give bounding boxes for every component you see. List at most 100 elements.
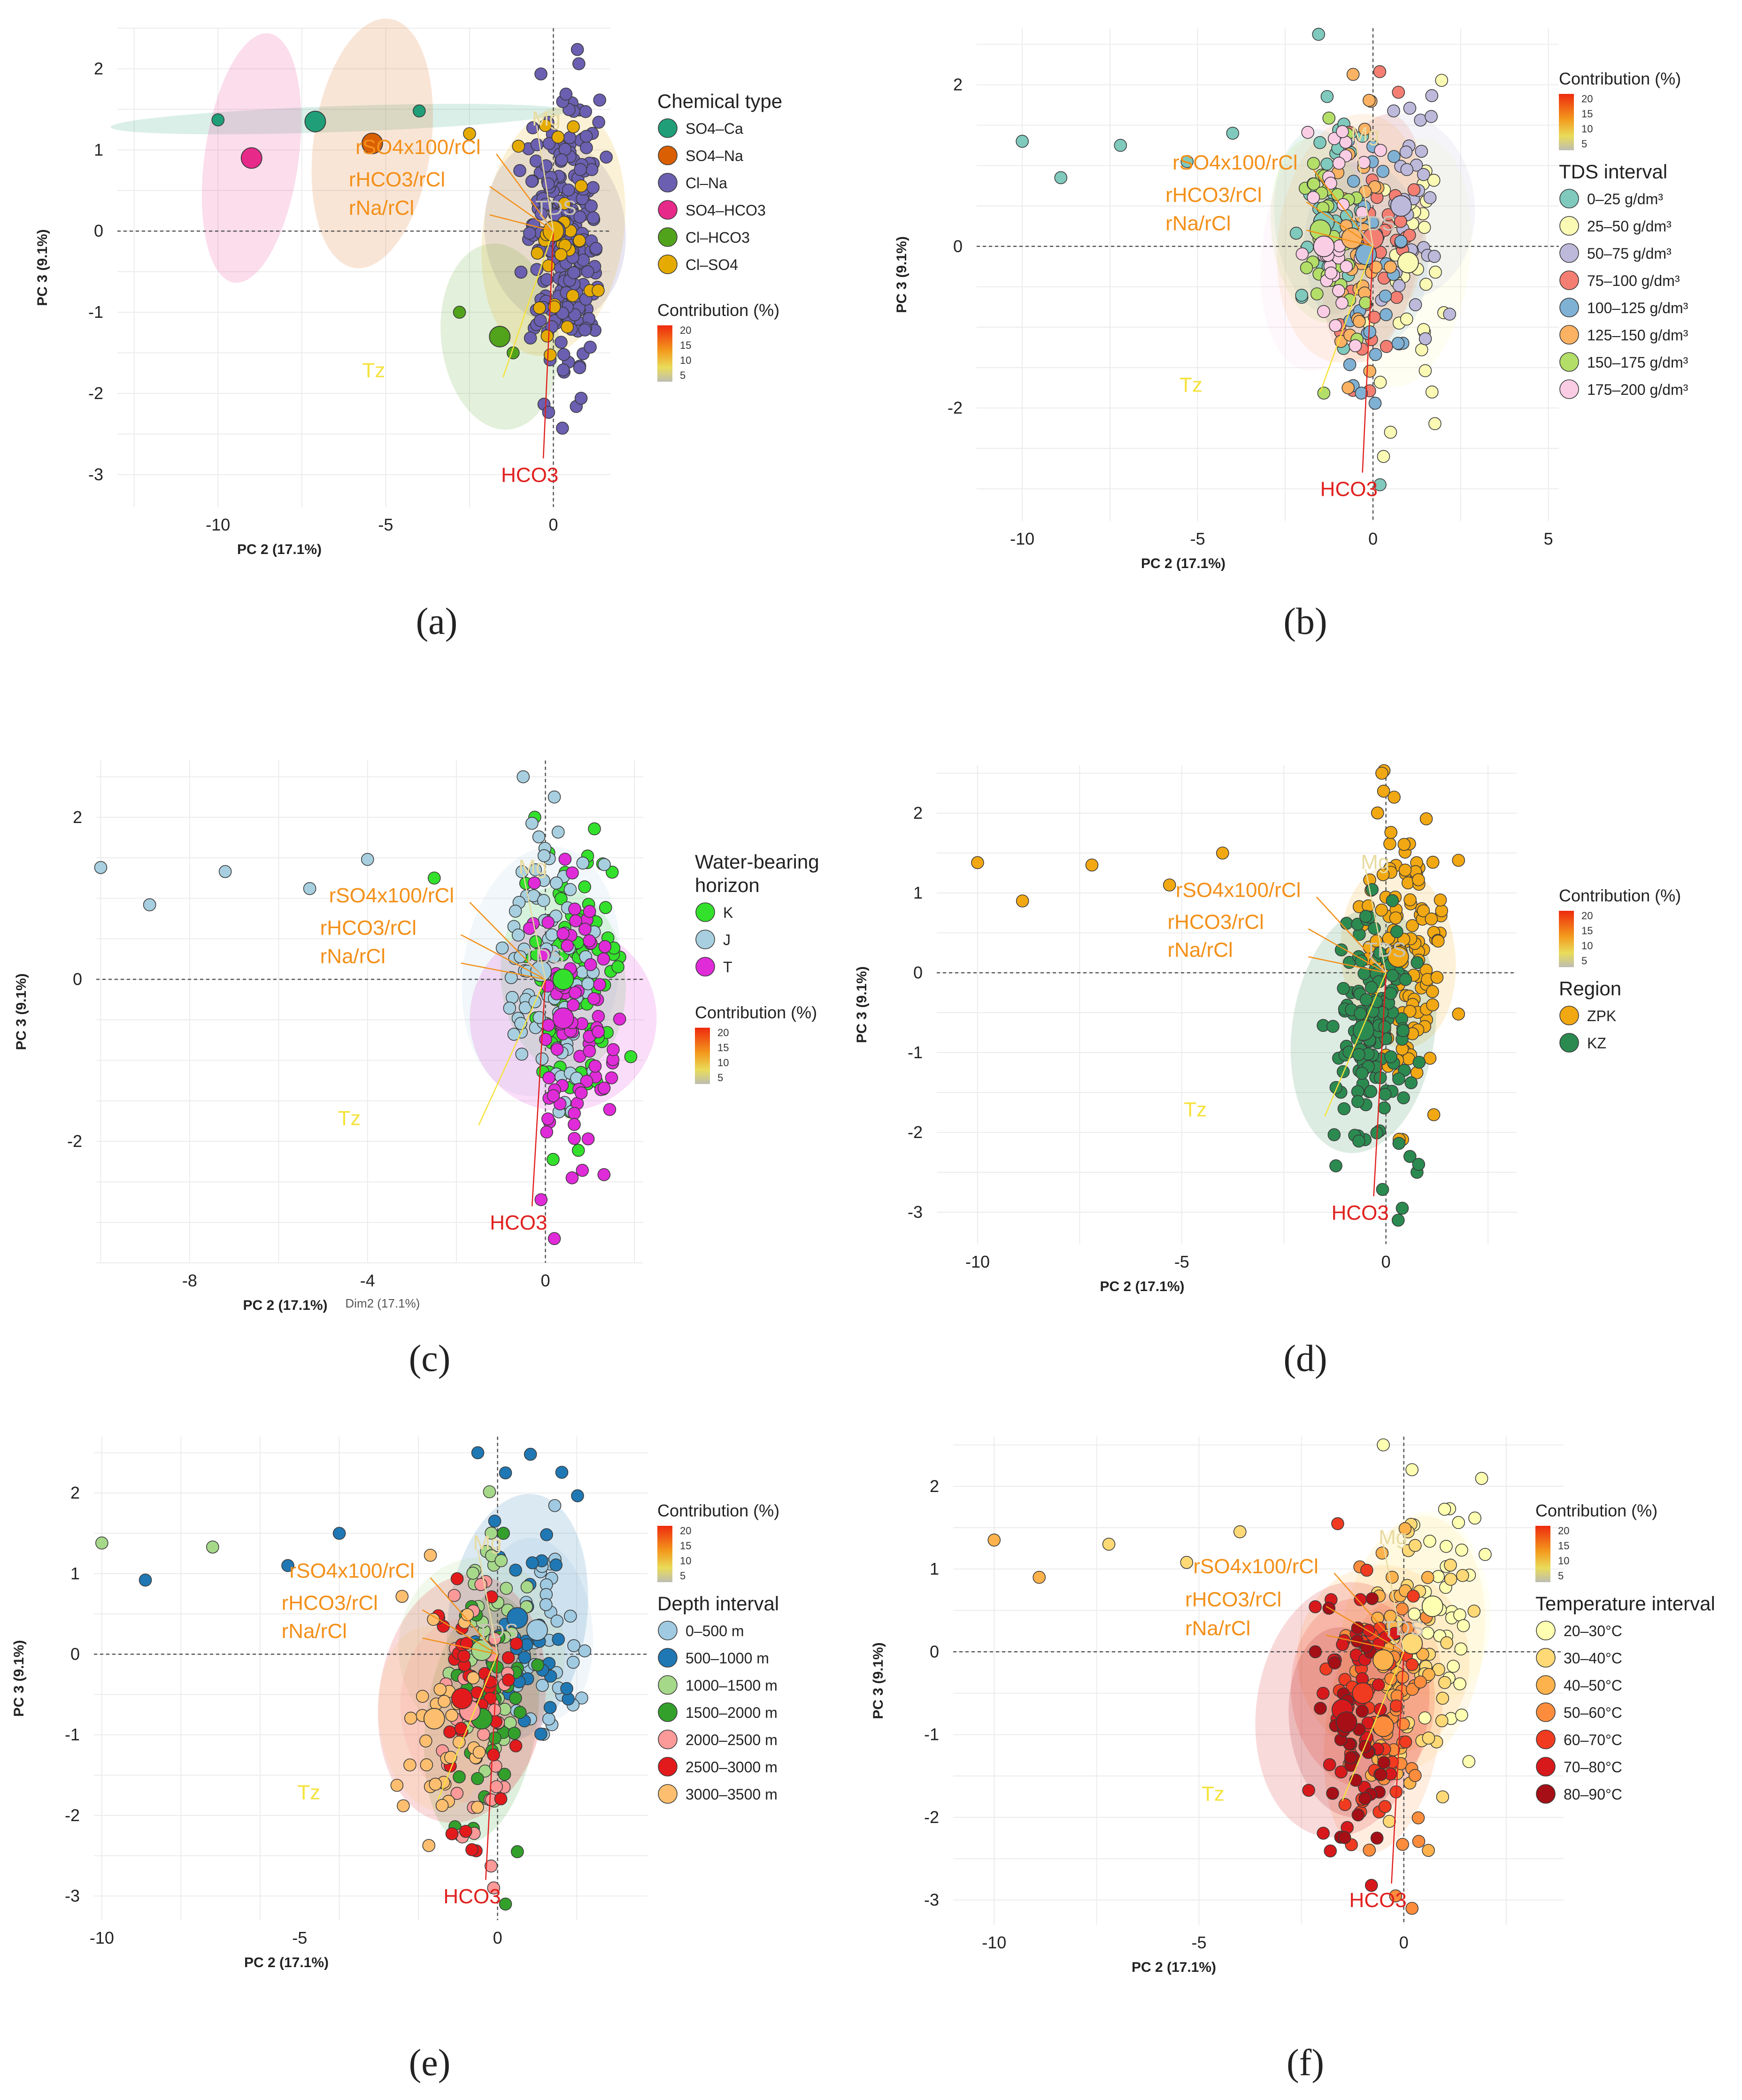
point <box>1440 1539 1453 1553</box>
point <box>589 242 603 255</box>
point <box>607 1043 620 1056</box>
point <box>1399 973 1412 986</box>
point-outlier <box>499 1897 512 1911</box>
point-outlier <box>1377 450 1390 463</box>
contribution-title: Contribution (%) <box>657 1501 779 1520</box>
point <box>581 265 594 278</box>
vector-label-rHCO3: rHCO3/rCl <box>320 916 416 939</box>
point <box>599 901 612 914</box>
variable-vectors: rSO4x100/rCl rHCO3/rCl rNa/rCl TDS HCO3 Tz Mg <box>320 856 564 1235</box>
y-tick-label: 0 <box>913 963 923 982</box>
point <box>1389 911 1403 925</box>
y-tick-label: -3 <box>88 465 103 484</box>
point <box>1419 812 1433 825</box>
point <box>592 115 605 129</box>
point <box>583 1045 596 1058</box>
point <box>485 1859 498 1873</box>
point <box>514 265 528 279</box>
legend-swatch <box>1559 1006 1579 1025</box>
centroid-1 <box>1421 1595 1443 1617</box>
point <box>613 1012 626 1026</box>
point <box>459 1825 472 1838</box>
point <box>1418 332 1432 346</box>
point <box>1317 1826 1330 1840</box>
y-tick-label: 0 <box>70 1645 80 1664</box>
point <box>1405 1658 1419 1671</box>
point <box>1338 1831 1351 1844</box>
point <box>1327 1128 1341 1141</box>
x-tick-label: 0 <box>541 1271 550 1290</box>
point <box>450 1786 464 1800</box>
point <box>1337 1102 1351 1115</box>
point <box>1406 1683 1419 1696</box>
legend: Chemical type SO4–Ca SO4–Na Cl–Na SO4–HCO3 Cl… <box>657 90 782 382</box>
point <box>1329 1081 1343 1094</box>
point-outlier <box>1114 138 1127 152</box>
point <box>494 1554 508 1568</box>
point <box>1452 1516 1465 1529</box>
x-axis-label: PC 2 (17.1%) <box>244 1955 329 1970</box>
point <box>554 248 568 262</box>
legend-swatch <box>1536 1757 1556 1777</box>
y-axis-label: PC 3 (9.1%) <box>35 229 50 306</box>
vector-tds <box>1387 1635 1404 1653</box>
point <box>1378 1800 1392 1813</box>
vector-mg <box>477 1549 498 1654</box>
point <box>542 1712 555 1726</box>
point <box>502 1673 515 1687</box>
point <box>547 1153 560 1166</box>
point <box>1435 1714 1449 1728</box>
y-tick-label: -2 <box>88 384 103 403</box>
point-outlier <box>1016 135 1029 148</box>
point <box>568 1107 581 1120</box>
legend-item-label: 2000–2500 m <box>686 1731 778 1748</box>
point-outlier <box>413 104 426 118</box>
vector-rHCO3 <box>1306 201 1373 247</box>
contribution-tick: 5 <box>1558 1570 1564 1582</box>
centroid-2 <box>1397 252 1419 274</box>
point <box>555 336 568 349</box>
vector-rHCO3 <box>461 934 546 980</box>
vector-label-hco3: HCO3 <box>1332 1201 1389 1224</box>
point <box>535 1052 549 1066</box>
point <box>574 392 588 405</box>
contribution-tick: 20 <box>1581 93 1593 105</box>
point-outlier <box>471 1446 485 1460</box>
point <box>1374 1768 1387 1781</box>
point <box>541 1112 555 1126</box>
point <box>567 266 580 279</box>
point <box>1354 1593 1367 1606</box>
point-outlier <box>1412 1158 1426 1171</box>
legend-item-label: 40–50°C <box>1564 1677 1622 1694</box>
centroid-7 <box>423 1708 445 1730</box>
legend-swatch <box>695 957 715 977</box>
point <box>457 1649 470 1663</box>
point <box>504 971 518 985</box>
point <box>1415 145 1428 158</box>
vector-label-hco3: HCO3 <box>443 1885 501 1908</box>
legend-swatch <box>1536 1648 1556 1668</box>
y-tick-label: -2 <box>65 1806 80 1825</box>
y-tick-label: -3 <box>65 1886 80 1906</box>
point <box>1407 183 1421 197</box>
point <box>1384 1050 1397 1063</box>
y-tick-label: 2 <box>70 1483 80 1502</box>
contribution-tick: 20 <box>680 324 691 336</box>
point <box>1418 364 1432 377</box>
point <box>1452 1008 1465 1021</box>
legend-swatch <box>658 1621 678 1640</box>
point <box>1399 1735 1412 1749</box>
data-points <box>971 764 1465 1227</box>
legend-item-label: 500–1000 m <box>686 1650 769 1667</box>
centroid-1 <box>552 969 574 990</box>
point <box>578 323 592 337</box>
legend: Contribution (%) 20 15 10 5 TDS interval 0–25 … <box>1559 69 1688 399</box>
legend-item-label: 50–60°C <box>1564 1704 1622 1721</box>
legend-swatch <box>658 173 678 192</box>
vector-label-tds: TDS <box>535 197 577 220</box>
point-outlier <box>361 853 374 866</box>
point <box>534 314 547 327</box>
point <box>524 331 537 345</box>
point <box>1434 893 1447 907</box>
point <box>1467 1604 1481 1618</box>
